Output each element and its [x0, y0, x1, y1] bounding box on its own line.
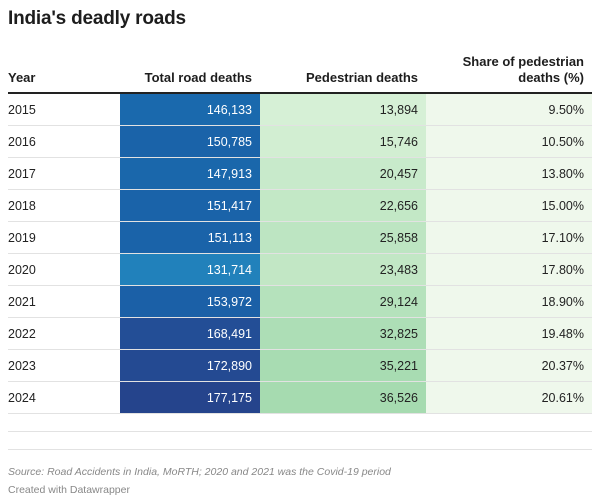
cell-year: 2015: [8, 93, 120, 126]
cell-year: 2016: [8, 125, 120, 158]
cell-total-road-deaths: 151,113: [120, 221, 260, 254]
cell-share-pedestrian: 17.80%: [426, 253, 592, 286]
empty-cell: [8, 431, 120, 450]
cell-share-pedestrian: 18.90%: [426, 285, 592, 318]
cell-share-pedestrian: 13.80%: [426, 157, 592, 190]
empty-cell: [426, 413, 592, 432]
cell-share-pedestrian: 17.10%: [426, 221, 592, 254]
data-table: Year Total road deaths Pedestrian deaths…: [8, 50, 592, 450]
table-row: 2017 147,913 20,457 13.80%: [8, 157, 592, 190]
cell-pedestrian-deaths: 23,483: [260, 253, 426, 286]
cell-pedestrian-deaths: 32,825: [260, 317, 426, 350]
cell-total-road-deaths: 146,133: [120, 93, 260, 126]
table-row: 2021 153,972 29,124 18.90%: [8, 285, 592, 318]
cell-pedestrian-deaths: 25,858: [260, 221, 426, 254]
cell-share-pedestrian: 15.00%: [426, 189, 592, 222]
cell-share-pedestrian: 10.50%: [426, 125, 592, 158]
cell-year: 2023: [8, 349, 120, 382]
cell-total-road-deaths: 168,491: [120, 317, 260, 350]
empty-cell: [120, 431, 260, 450]
cell-pedestrian-deaths: 20,457: [260, 157, 426, 190]
table-row: 2024 177,175 36,526 20.61%: [8, 381, 592, 414]
empty-cell: [120, 413, 260, 432]
header-row: Year Total road deaths Pedestrian deaths…: [8, 50, 592, 94]
header-year[interactable]: Year: [8, 50, 120, 94]
cell-pedestrian-deaths: 35,221: [260, 349, 426, 382]
cell-share-pedestrian: 20.61%: [426, 381, 592, 414]
table-row: 2022 168,491 32,825 19.48%: [8, 317, 592, 350]
cell-year: 2020: [8, 253, 120, 286]
empty-cell: [260, 413, 426, 432]
cell-pedestrian-deaths: 22,656: [260, 189, 426, 222]
cell-share-pedestrian: 20.37%: [426, 349, 592, 382]
empty-row: [8, 431, 592, 450]
cell-total-road-deaths: 153,972: [120, 285, 260, 318]
chart-title: India's deadly roads: [8, 8, 186, 29]
table-row: 2016 150,785 15,746 10.50%: [8, 125, 592, 158]
cell-year: 2024: [8, 381, 120, 414]
cell-total-road-deaths: 147,913: [120, 157, 260, 190]
cell-year: 2021: [8, 285, 120, 318]
cell-pedestrian-deaths: 13,894: [260, 93, 426, 126]
cell-pedestrian-deaths: 15,746: [260, 125, 426, 158]
cell-pedestrian-deaths: 36,526: [260, 381, 426, 414]
cell-year: 2019: [8, 221, 120, 254]
table-row: 2020 131,714 23,483 17.80%: [8, 253, 592, 286]
table-body: 2015 146,133 13,894 9.50% 2016 150,785 15,746 1…: [8, 93, 592, 450]
header-share-pedestrian[interactable]: Share of pedestrian deaths (%): [426, 50, 592, 94]
cell-year: 2022: [8, 317, 120, 350]
header-pedestrian-deaths[interactable]: Pedestrian deaths: [260, 50, 426, 94]
cell-total-road-deaths: 177,175: [120, 381, 260, 414]
cell-total-road-deaths: 150,785: [120, 125, 260, 158]
cell-pedestrian-deaths: 29,124: [260, 285, 426, 318]
credit-note: Created with Datawrapper: [8, 484, 130, 496]
empty-row: [8, 413, 592, 432]
source-note: Source: Road Accidents in India, MoRTH; …: [8, 466, 391, 478]
cell-total-road-deaths: 151,417: [120, 189, 260, 222]
empty-cell: [260, 431, 426, 450]
cell-year: 2018: [8, 189, 120, 222]
cell-total-road-deaths: 172,890: [120, 349, 260, 382]
table-row: 2023 172,890 35,221 20.37%: [8, 349, 592, 382]
header-total-road-deaths[interactable]: Total road deaths: [120, 50, 260, 94]
table-row: 2018 151,417 22,656 15.00%: [8, 189, 592, 222]
table-row: 2019 151,113 25,858 17.10%: [8, 221, 592, 254]
empty-cell: [8, 413, 120, 432]
empty-cell: [426, 431, 592, 450]
cell-year: 2017: [8, 157, 120, 190]
cell-total-road-deaths: 131,714: [120, 253, 260, 286]
cell-share-pedestrian: 19.48%: [426, 317, 592, 350]
table-row: 2015 146,133 13,894 9.50%: [8, 93, 592, 126]
cell-share-pedestrian: 9.50%: [426, 93, 592, 126]
